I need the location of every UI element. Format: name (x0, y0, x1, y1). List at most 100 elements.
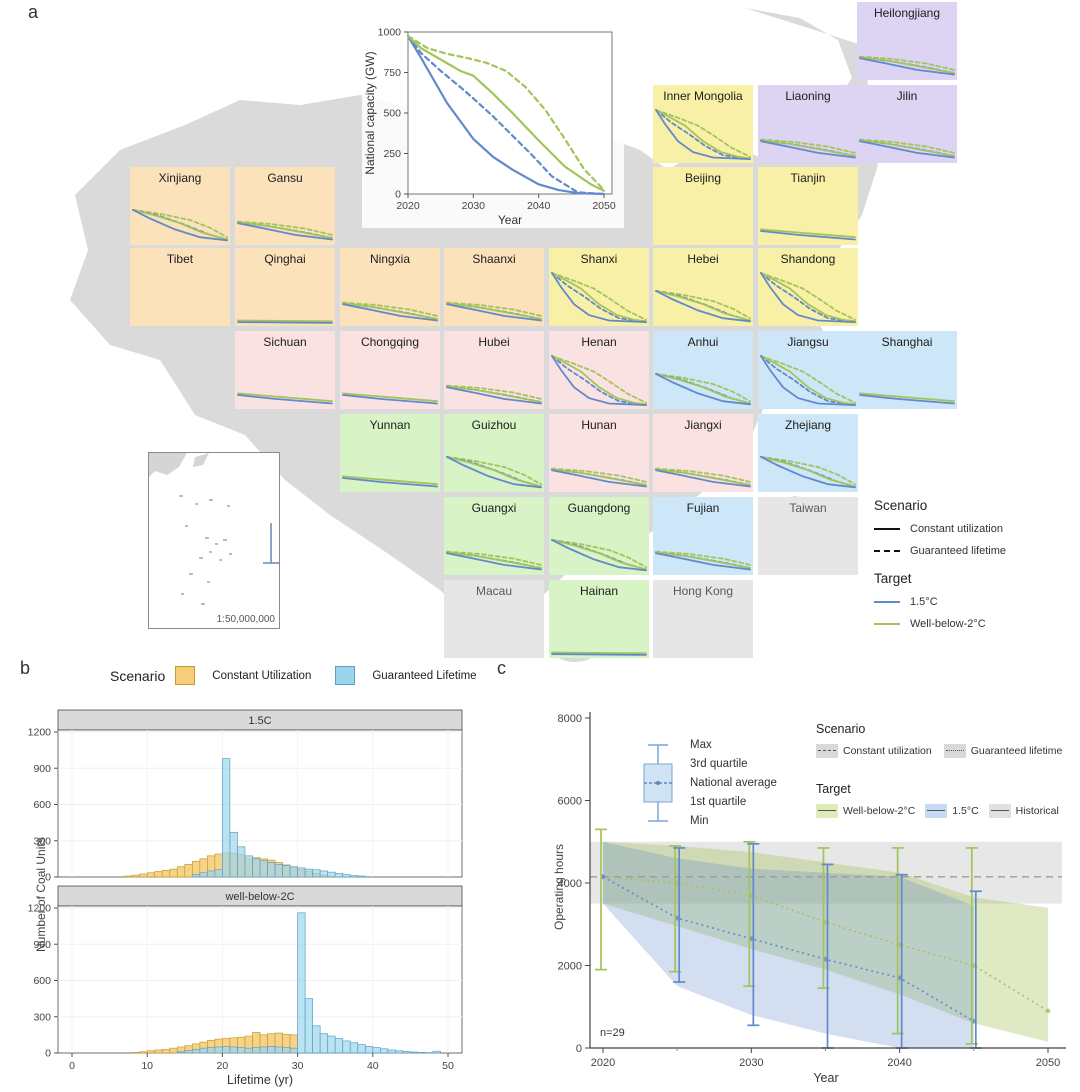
province-label: Shanxi (580, 252, 618, 266)
ops-wb2-label: Well-below-2°C (843, 805, 916, 817)
svg-text:8000: 8000 (558, 713, 582, 725)
province-sparkline (446, 456, 542, 489)
svg-text:900: 900 (33, 939, 51, 951)
province-sparkline (237, 319, 333, 324)
province-sparkline (132, 209, 228, 242)
province-label: Yunnan (369, 418, 411, 432)
sample-size-label: n=29 (600, 1027, 625, 1039)
province-tile-guangxi: Guangxi (444, 497, 544, 575)
province-label: Hong Kong (672, 584, 734, 598)
map-scale-label: 1:50,000,000 (216, 614, 275, 625)
province-tile-shaanxi: Shaanxi (444, 248, 544, 326)
svg-text:750: 750 (383, 67, 401, 79)
province-sparkline (342, 475, 438, 488)
ops-historical-label: Historical (1015, 805, 1059, 817)
svg-text:0: 0 (576, 1043, 582, 1055)
svg-text:1200: 1200 (28, 727, 52, 739)
svg-text:2000: 2000 (558, 961, 582, 973)
ops-y-axis-title: Operating hours (552, 843, 566, 930)
target-15-label: 1.5°C (910, 596, 938, 608)
svg-text:30: 30 (292, 1060, 304, 1072)
province-sparkline (760, 456, 856, 489)
province-tile-hunan: Hunan (549, 414, 649, 492)
province-tile-guizhou: Guizhou (444, 414, 544, 492)
province-label: Liaoning (785, 89, 831, 103)
province-label: Chongqing (360, 335, 420, 349)
box-label-q3: 3rd quartile (690, 758, 748, 770)
province-sparkline (551, 539, 647, 572)
province-tile-qinghai: Qinghai (235, 248, 335, 326)
province-label: Jiangsu (787, 335, 829, 349)
province-tile-hubei: Hubei (444, 331, 544, 409)
svg-text:10: 10 (141, 1060, 153, 1072)
svg-text:Year: Year (813, 1071, 838, 1085)
province-label: Sichuan (263, 335, 307, 349)
svg-text:Lifetime (yr): Lifetime (yr) (227, 1073, 293, 1087)
solid-line-swatch (874, 528, 900, 530)
province-tile-shandong: Shandong (758, 248, 858, 326)
province-sparkline (760, 138, 856, 159)
province-label: Henan (581, 335, 617, 349)
hist-guaranteed-label: Guaranteed Lifetime (372, 669, 477, 682)
province-sparkline (655, 109, 751, 160)
svg-text:250: 250 (383, 148, 401, 160)
province-label: Guangdong (567, 501, 631, 515)
province-tile-fujian: Fujian (653, 497, 753, 575)
province-label: Taiwan (789, 501, 827, 515)
svg-text:600: 600 (33, 799, 51, 811)
svg-text:2040: 2040 (527, 200, 551, 212)
province-label: Shandong (780, 252, 836, 266)
ops-wb2-swatch (816, 804, 838, 818)
hist-y-axis-title: Number of Coal Units (34, 837, 48, 952)
ops-guaranteed-swatch (943, 744, 966, 758)
province-sparkline (760, 355, 856, 406)
boxplot-legend-glyph (643, 744, 673, 822)
province-tile-xinjiang: Xinjiang (130, 167, 230, 245)
svg-text:0: 0 (45, 1048, 51, 1060)
province-sparkline (859, 392, 955, 405)
dashed-line-swatch (874, 550, 900, 552)
panel-c-target-legend: Target Well-below-2°C 1.5°C Historical (816, 782, 1059, 818)
province-label: Jiangxi (684, 418, 722, 432)
province-sparkline (760, 228, 856, 241)
ops-15-label: 1.5°C (952, 805, 979, 817)
hist-legend-title: Scenario (110, 667, 166, 684)
province-tile-zhejiang: Zhejiang (758, 414, 858, 492)
province-tile-chongqing: Chongqing (340, 331, 440, 409)
boxplot-legend-labels: Max 3rd quartile National average 1st qu… (690, 736, 777, 831)
province-label: Hainan (579, 584, 619, 598)
province-label: Macau (475, 584, 513, 598)
province-sparkline (446, 384, 542, 405)
svg-text:500: 500 (383, 108, 401, 120)
province-tile-anhui: Anhui (653, 331, 753, 409)
province-label: Zhejiang (784, 418, 832, 432)
green-line-swatch (874, 623, 900, 625)
province-label: Shaanxi (472, 252, 516, 266)
lifetime-histograms: 1.5C03006009001200well-below-2C030060090… (28, 709, 463, 1087)
province-label: Xinjiang (158, 171, 202, 185)
province-label: Gansu (267, 171, 303, 185)
province-tile-shanxi: Shanxi (549, 248, 649, 326)
ops-15-swatch (925, 804, 948, 818)
svg-text:40: 40 (367, 1060, 379, 1072)
province-label: Anhui (687, 335, 719, 349)
box-label-avg: National average (690, 777, 777, 789)
box-label-q1: 1st quartile (690, 796, 747, 808)
south-china-sea-inset-map: 1:50,000,000 (148, 452, 280, 629)
province-tile-gansu: Gansu (235, 167, 335, 245)
svg-text:Year: Year (498, 213, 522, 227)
svg-text:1.5C: 1.5C (248, 715, 271, 727)
svg-text:2020: 2020 (591, 1057, 615, 1069)
ops-target-title: Target (816, 782, 851, 796)
province-label: Tibet (166, 252, 194, 266)
svg-text:0: 0 (69, 1060, 75, 1072)
svg-text:900: 900 (33, 763, 51, 775)
panel-a-label: a (28, 2, 39, 22)
province-sparkline (446, 301, 542, 322)
province-tile-heilongjiang: Heilongjiang (857, 2, 957, 80)
target-legend-title: Target (874, 571, 912, 586)
national-capacity-chart: 0 250 500 750 1000 2020 2030 2040 2050 Year Nation… (362, 18, 624, 228)
svg-text:50: 50 (442, 1060, 454, 1072)
panel-b-label: b (20, 658, 31, 678)
ops-scenario-title: Scenario (816, 722, 866, 736)
